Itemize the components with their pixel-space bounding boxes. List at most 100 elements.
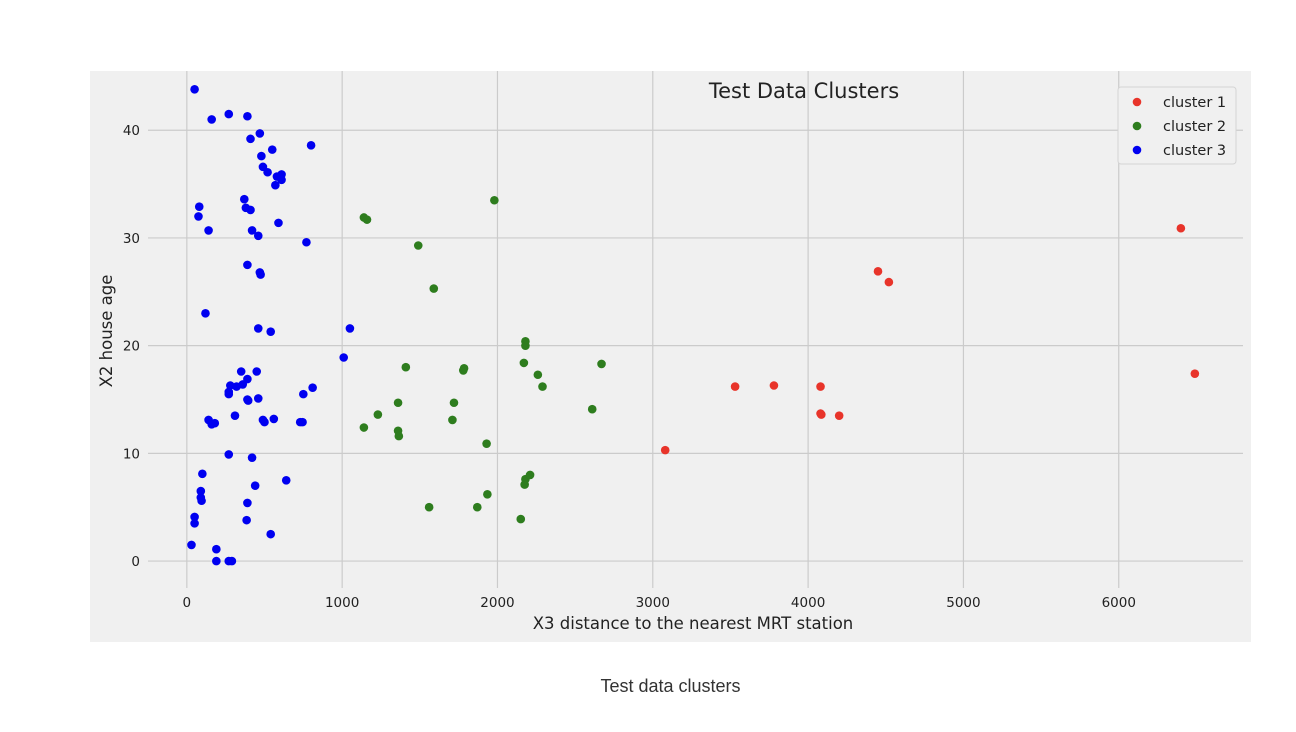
cluster-2-point: [482, 439, 491, 448]
cluster-3-point: [267, 145, 277, 154]
cluster-2-point: [597, 359, 606, 369]
cluster-3-point: [246, 134, 255, 144]
cluster-3-legend-marker: [1132, 145, 1142, 155]
chart-title: Test Data Clusters: [708, 79, 899, 103]
cluster-3-point: [212, 544, 221, 554]
cluster-3-point: [212, 556, 221, 566]
cluster-2-point: [373, 410, 383, 419]
y-tick-label: 30: [123, 231, 140, 247]
cluster-3-point: [194, 212, 203, 221]
cluster-3-point: [243, 260, 252, 270]
cluster-1-point: [816, 382, 825, 391]
cluster-3-point: [224, 450, 234, 459]
cluster-1-point: [730, 382, 740, 391]
cluster-2-point: [424, 502, 434, 512]
cluster-3-point: [190, 85, 199, 94]
cluster-3-point: [281, 475, 291, 485]
cluster-3-point: [246, 205, 255, 215]
cluster-2-legend-label: cluster 2: [1163, 119, 1226, 135]
grid-lines: [148, 71, 1243, 588]
cluster-2-point: [401, 362, 411, 372]
cluster-3-point: [277, 175, 286, 185]
cluster-3-point: [236, 367, 246, 376]
y-tick-label: 40: [123, 123, 140, 139]
cluster-3-point: [196, 486, 206, 496]
cluster-2-point: [393, 398, 403, 408]
x-tick-label: 6000: [1102, 595, 1136, 611]
cluster-3-point: [260, 417, 269, 427]
cluster-2-point: [448, 415, 457, 425]
cluster-3-point: [253, 394, 263, 403]
cluster-3-point: [224, 389, 234, 399]
cluster-3-point: [247, 226, 257, 235]
cluster-2-point: [490, 195, 499, 205]
cluster-3-point: [257, 151, 266, 161]
cluster-3-point: [299, 389, 308, 399]
data-points: [187, 85, 1200, 566]
cluster-1-point: [834, 411, 844, 420]
cluster-3-point: [242, 515, 251, 525]
cluster-2-point: [459, 363, 469, 373]
cluster-3-point: [230, 411, 240, 420]
cluster-2-point: [362, 215, 372, 224]
cluster-1-point: [1176, 223, 1186, 233]
cluster-3-point: [243, 111, 252, 121]
y-tick-label: 0: [131, 554, 140, 570]
cluster-2-point: [521, 337, 530, 346]
cluster-3-point: [187, 540, 196, 550]
y-axis-label: X2 house age: [97, 275, 116, 388]
cluster-2-point: [516, 514, 526, 524]
cluster-2-point: [449, 398, 459, 408]
cluster-3-point: [210, 418, 220, 428]
cluster-3-point: [308, 383, 317, 392]
cluster-3-point: [302, 237, 311, 247]
x-tick-label: 4000: [791, 595, 825, 611]
cluster-1-point: [884, 277, 894, 287]
x-axis-label: X3 distance to the nearest MRT station: [533, 614, 854, 633]
cluster-2-legend-marker: [1132, 121, 1142, 131]
cluster-3-point: [256, 270, 265, 279]
tick-labels: 0 1000 2000 3000 4000 5000 6000 0 10 20 30 40: [123, 123, 1136, 611]
cluster-3-point: [306, 141, 316, 150]
x-tick-label: 2000: [480, 595, 514, 611]
cluster-3-point: [194, 202, 204, 212]
cluster-2-point: [394, 431, 404, 441]
cluster-3-point: [201, 309, 210, 318]
cluster-3-point: [339, 353, 349, 362]
x-tick-label: 5000: [946, 595, 980, 611]
cluster-3-point: [263, 167, 272, 177]
cluster-2-point: [533, 370, 543, 380]
cluster-1-legend-label: cluster 1: [1163, 95, 1226, 111]
cluster-3-point: [253, 324, 263, 333]
cluster-3-point: [190, 512, 199, 522]
cluster-3-point: [255, 129, 265, 138]
cluster-3-point: [207, 115, 216, 124]
cluster-2-point: [429, 284, 439, 293]
figure-caption: Test data clusters: [600, 676, 741, 696]
cluster-2-point: [587, 404, 597, 414]
cluster-3-point: [197, 496, 206, 506]
cluster-3-point: [224, 109, 234, 119]
cluster-2-point: [525, 470, 535, 480]
cluster-3-point: [266, 327, 276, 336]
cluster-3-point: [227, 556, 237, 566]
x-tick-label: 1000: [325, 595, 359, 611]
cluster-3-point: [271, 180, 280, 190]
cluster-1-point: [660, 445, 670, 455]
cluster-3-point: [198, 469, 207, 479]
x-tick-label: 3000: [636, 595, 670, 611]
cluster-3-point: [190, 519, 199, 528]
cluster-3-point: [298, 417, 307, 427]
cluster-3-point: [232, 382, 241, 391]
x-tick-label: 0: [183, 595, 192, 611]
cluster-1-point: [873, 267, 883, 276]
cluster-3-point: [239, 194, 249, 204]
scatter-chart: 0 1000 2000 3000 4000 5000 6000 0 10 20 30 40 Test …: [97, 71, 1243, 633]
cluster-2-point: [483, 489, 492, 499]
cluster-3-point: [247, 453, 257, 462]
cluster-1-point: [769, 381, 779, 390]
cluster-3-point: [204, 226, 213, 235]
cluster-1-point: [817, 410, 826, 419]
cluster-2-point: [359, 423, 369, 432]
cluster-3-point: [274, 218, 283, 228]
